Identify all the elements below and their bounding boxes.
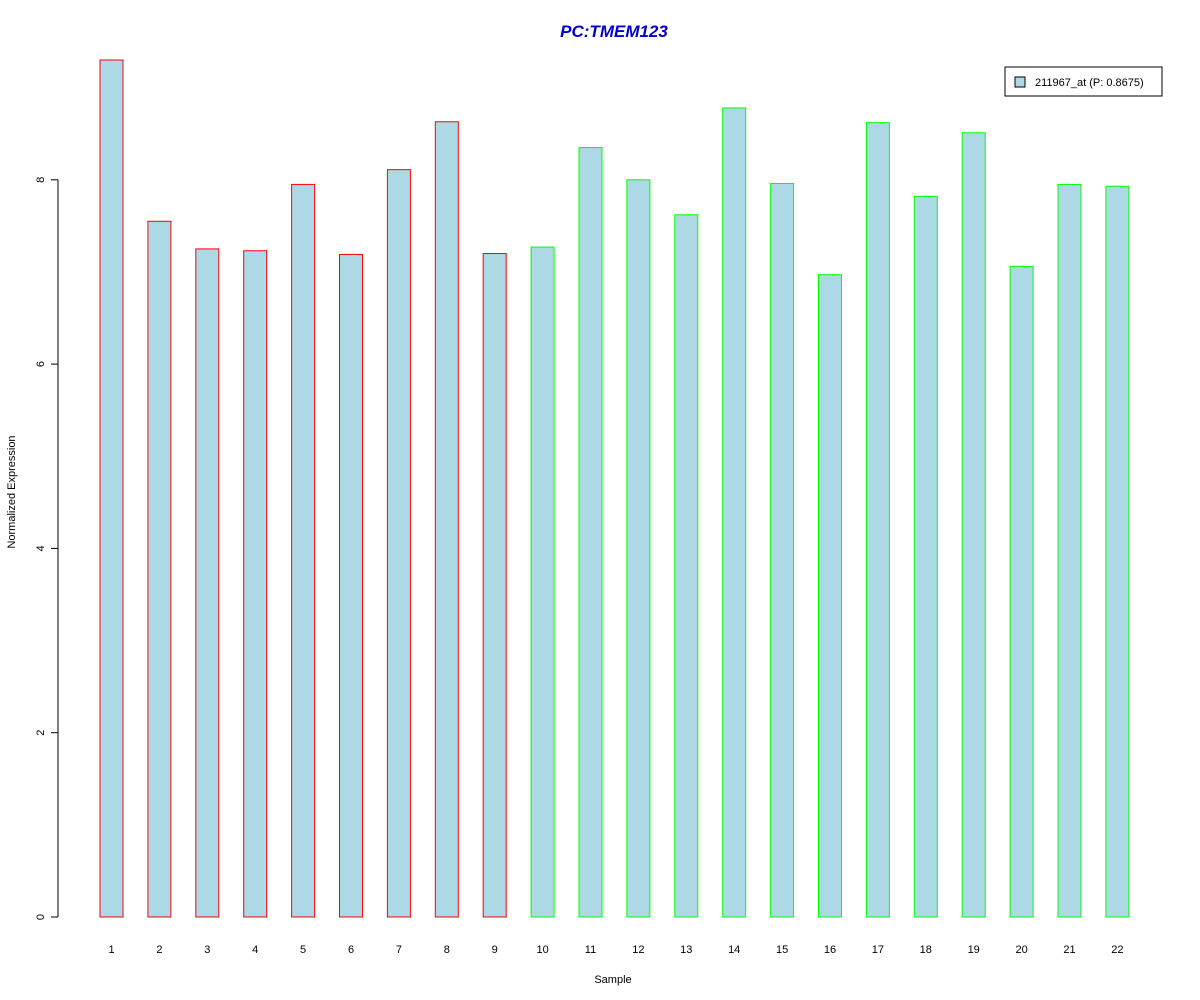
bar-sample-4 (243, 250, 268, 918)
legend-swatch (1014, 76, 1026, 88)
bar-sample-19 (961, 132, 986, 918)
bar-sample-8 (434, 121, 459, 918)
legend: 211967_at (P: 0.8675) (1004, 66, 1163, 97)
x-tick-label: 16 (824, 944, 836, 956)
x-tick-label: 22 (1111, 944, 1123, 956)
x-tick-label: 1 (108, 944, 114, 956)
x-tick-label: 6 (348, 944, 354, 956)
bar-sample-9 (482, 253, 507, 918)
bar-sample-18 (913, 195, 938, 918)
bar-sample-2 (147, 220, 172, 918)
bar-sample-15 (770, 182, 795, 918)
y-tick-label: 0 (35, 914, 47, 920)
x-axis-label: Sample (594, 974, 631, 986)
bar-sample-13 (674, 214, 699, 918)
y-axis-label: Normalized Expression (6, 435, 18, 548)
bar-sample-6 (339, 253, 363, 918)
bar-sample-21 (1057, 183, 1082, 918)
x-tick-label: 15 (776, 944, 788, 956)
bar-sample-3 (195, 248, 220, 918)
y-tick-label: 2 (35, 730, 47, 736)
x-tick-label: 4 (252, 944, 258, 956)
x-tick-label: 18 (920, 944, 932, 956)
x-tick-label: 2 (156, 944, 162, 956)
x-tick-labels: 1 2 3 4 5 6 7 8 9 10 11 12 13 14 15 16 17 18 19 20 21 22 (108, 944, 1123, 956)
bar-sample-10 (530, 246, 555, 918)
x-tick-label: 20 (1015, 944, 1027, 956)
y-axis: 0 2 4 6 8 (35, 177, 59, 920)
x-tick-label: 13 (680, 944, 692, 956)
x-tick-label: 7 (396, 944, 402, 956)
x-tick-label: 19 (968, 944, 980, 956)
bar-sample-20 (1009, 265, 1034, 918)
y-tick-label: 6 (35, 361, 47, 367)
legend-box (1004, 66, 1163, 97)
x-tick-label: 5 (300, 944, 306, 956)
bar-sample-7 (386, 169, 411, 918)
bars-layer (99, 59, 1130, 918)
y-tick-label: 4 (35, 545, 47, 551)
bar-sample-1 (99, 59, 124, 918)
x-tick-label: 14 (728, 944, 740, 956)
bar-sample-5 (291, 183, 316, 918)
bar-sample-22 (1105, 185, 1130, 918)
bar-sample-17 (865, 122, 890, 918)
x-tick-label: 17 (872, 944, 884, 956)
x-tick-label: 8 (444, 944, 450, 956)
bar-sample-11 (578, 147, 603, 918)
x-tick-label: 11 (585, 944, 596, 956)
bar-sample-14 (722, 107, 747, 918)
x-tick-label: 3 (204, 944, 210, 956)
bar-sample-12 (626, 179, 651, 918)
y-tick-label: 8 (35, 177, 47, 183)
x-tick-label: 12 (632, 944, 644, 956)
bar-sample-16 (818, 274, 842, 918)
chart-title: PC:TMEM123 (560, 22, 668, 41)
x-tick-label: 10 (536, 944, 548, 956)
x-tick-label: 21 (1063, 944, 1075, 956)
legend-label: 211967_at (P: 0.8675) (1035, 77, 1144, 89)
x-tick-label: 9 (492, 944, 498, 956)
